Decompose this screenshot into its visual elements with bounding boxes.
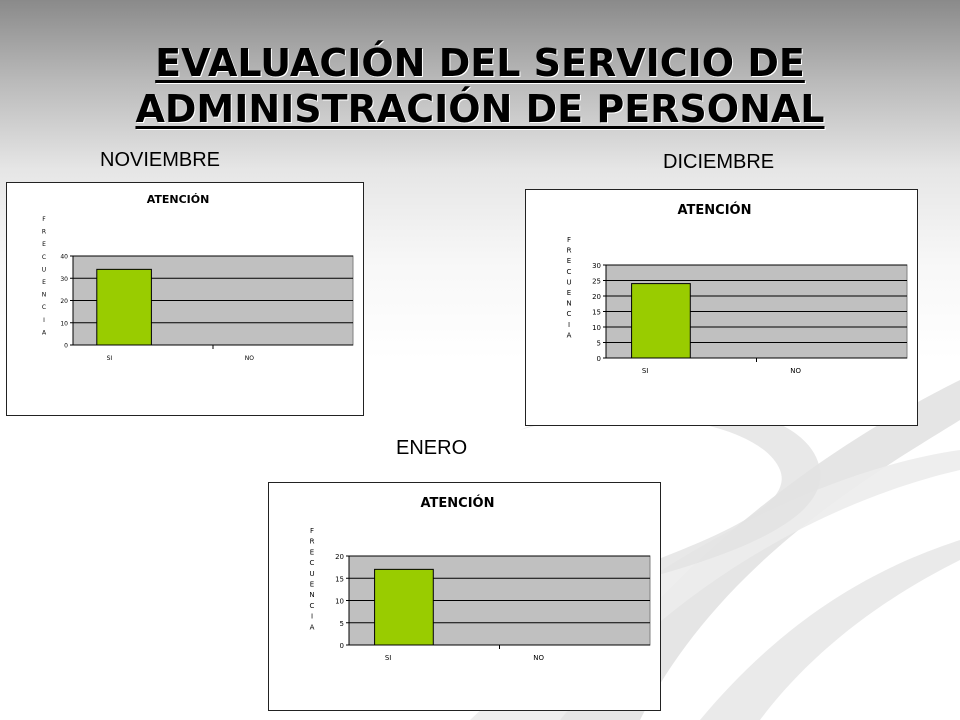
y-tick-label: 20 (335, 553, 344, 561)
bar-si (374, 568, 434, 646)
y-tick-label: 15 (335, 575, 344, 583)
category-label: NO (533, 654, 544, 662)
y-tick-label: 30 (592, 262, 601, 270)
chart-title: ATENCIÓN (421, 495, 495, 511)
category-label: SI (107, 355, 113, 362)
y-tick-label: 0 (64, 343, 68, 350)
category-label: SI (642, 367, 649, 375)
month-label-noviembre: NOVIEMBRE (100, 149, 221, 171)
chart-noviembre: ATENCIÓN 0 10 20 30 40 SI NO F R E C U E N C I A (6, 182, 364, 416)
bar-si (96, 268, 152, 346)
title-line-2: ADMINISTRACIÓN DE PERSONAL (135, 87, 825, 131)
y-tick-label: 5 (340, 620, 344, 628)
y-tick-label: 20 (60, 298, 68, 305)
chart-svg: ATENCIÓN 0 5 10 15 20 SI NO F R E C U E N C I A (309, 495, 651, 662)
chart-diciembre: ATENCIÓN 0 5 10 15 20 25 30 SI NO F R E C U E N C I A (525, 189, 918, 426)
y-tick-label: 5 (597, 340, 601, 348)
chart-svg: ATENCIÓN 0 10 20 30 40 SI NO F R E C U E N C I A (42, 193, 354, 362)
y-tick-label: 30 (60, 276, 68, 283)
chart-title: ATENCIÓN (678, 202, 752, 218)
y-tick-label: 15 (592, 309, 601, 317)
category-label: SI (385, 654, 392, 662)
y-tick-label: 40 (60, 254, 68, 261)
y-tick-label: 10 (592, 324, 601, 332)
chart-svg: ATENCIÓN 0 5 10 15 20 25 30 SI NO F R E C U E N C I A (566, 202, 908, 375)
category-label: NO (245, 355, 254, 362)
y-tick-label: 10 (60, 320, 68, 327)
y-tick-label: 20 (592, 293, 601, 301)
title-line-1: EVALUACIÓN DEL SERVICIO DE (155, 41, 805, 85)
bar-si (631, 283, 691, 359)
month-label-enero: ENERO (396, 437, 468, 459)
chart-title: ATENCIÓN (147, 193, 210, 206)
slide-title: EVALUACIÓN DEL SERVICIO DE ADMINISTRACIÓ… (0, 40, 960, 132)
category-label: NO (790, 367, 801, 375)
y-tick-label: 10 (335, 598, 344, 606)
y-tick-label: 0 (597, 355, 601, 363)
month-label-diciembre: DICIEMBRE (663, 151, 775, 173)
y-tick-label: 25 (592, 278, 601, 286)
chart-enero: ATENCIÓN 0 5 10 15 20 SI NO F R E C U E N C I A (268, 482, 661, 711)
y-tick-label: 0 (340, 642, 344, 650)
